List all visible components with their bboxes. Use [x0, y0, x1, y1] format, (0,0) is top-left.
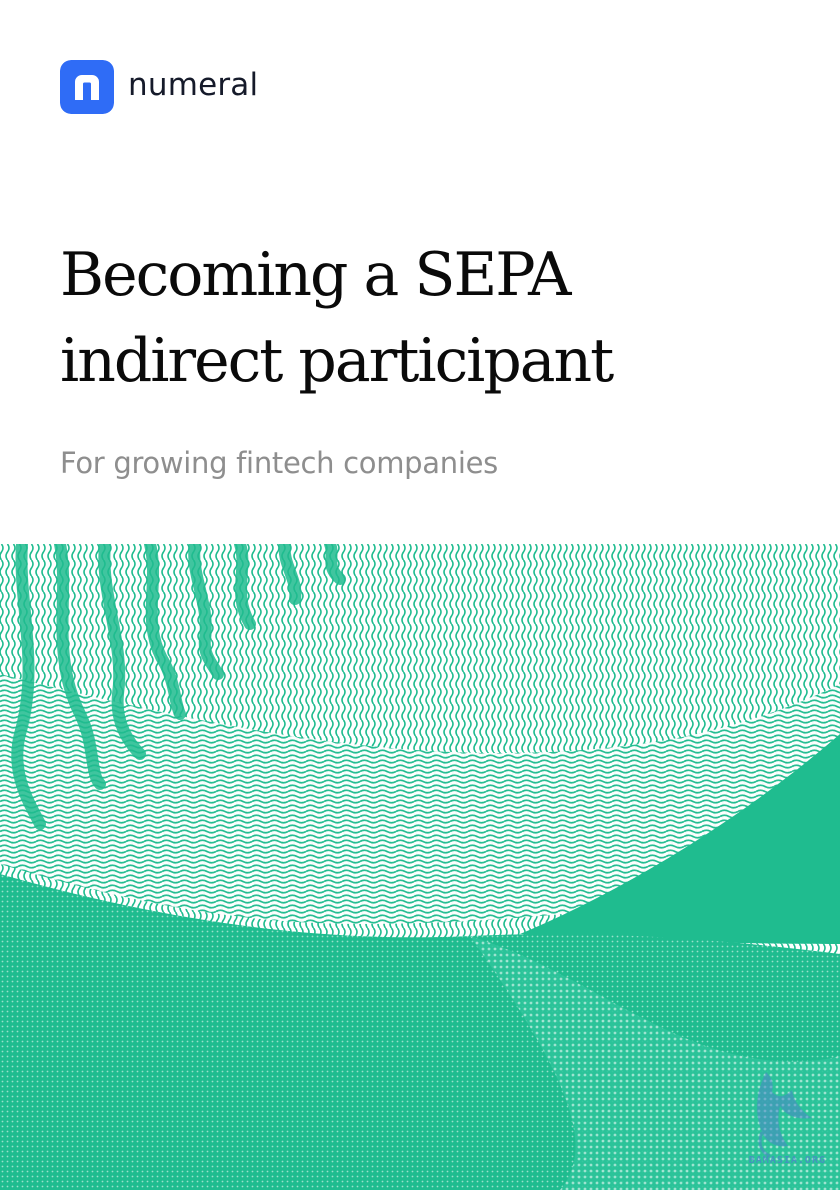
page-subtitle: For growing fintech companies	[60, 446, 498, 480]
page-title-line-2: indirect participant	[60, 326, 614, 396]
numeral-n-logo-icon	[60, 60, 114, 114]
watermark-text: BAMASIA.ORG	[748, 1155, 826, 1166]
page-title-line-1: Becoming a SEPA	[60, 240, 571, 310]
brand-name: numeral	[128, 66, 259, 103]
watermark: BAMASIA.ORG	[736, 1062, 832, 1172]
page-title: Becoming a SEPA indirect participant	[60, 232, 800, 404]
brand-logo: numeral	[60, 60, 258, 114]
bird-watermark-icon	[757, 1072, 812, 1158]
green-wave-pattern-illustration	[0, 544, 840, 1190]
